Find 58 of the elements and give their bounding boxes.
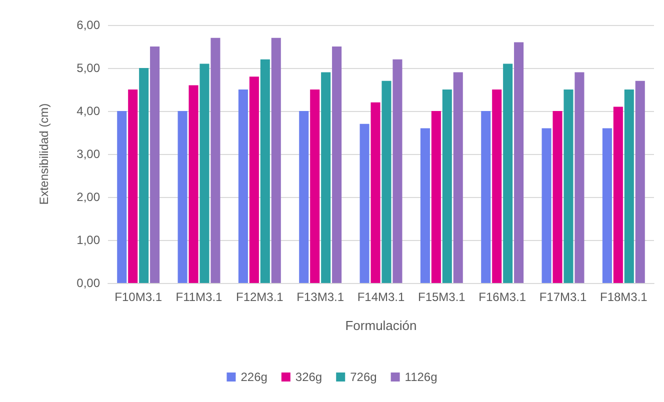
bar bbox=[310, 90, 320, 283]
bar bbox=[453, 72, 463, 283]
bar bbox=[210, 38, 220, 283]
bar bbox=[332, 46, 342, 283]
bar bbox=[481, 111, 491, 283]
x-tick-label: F13M3.1 bbox=[296, 290, 344, 304]
bar bbox=[128, 90, 138, 283]
legend-label: 1126g bbox=[404, 370, 438, 384]
bar bbox=[188, 85, 198, 283]
y-tick-label: 0,00 bbox=[76, 276, 100, 290]
x-tick-label: F14M3.1 bbox=[357, 290, 405, 304]
bar bbox=[200, 64, 210, 283]
x-tick-label: F11M3.1 bbox=[176, 290, 223, 304]
bar bbox=[382, 80, 392, 283]
bar bbox=[238, 90, 248, 283]
bar bbox=[249, 76, 259, 283]
y-tick-label: 4,00 bbox=[76, 104, 100, 118]
x-axis-title: Formulación bbox=[345, 318, 417, 333]
bar bbox=[260, 59, 270, 283]
bar bbox=[178, 111, 188, 283]
bar bbox=[542, 128, 552, 283]
bar bbox=[420, 128, 430, 283]
bar bbox=[442, 90, 452, 283]
y-tick-label: 3,00 bbox=[76, 147, 100, 161]
legend-label: 726g bbox=[350, 370, 377, 384]
bar bbox=[360, 124, 370, 283]
x-tick-label: F18M3.1 bbox=[600, 290, 648, 304]
bar bbox=[321, 72, 331, 283]
y-tick-label: 5,00 bbox=[76, 61, 100, 75]
bar bbox=[271, 38, 281, 283]
x-tick-label: F16M3.1 bbox=[478, 290, 526, 304]
bar bbox=[564, 90, 574, 283]
bar bbox=[574, 72, 584, 283]
y-tick-label: 2,00 bbox=[76, 190, 100, 204]
x-tick-label: F17M3.1 bbox=[539, 290, 587, 304]
bar bbox=[624, 90, 634, 283]
bar bbox=[492, 90, 502, 283]
y-tick-label: 6,00 bbox=[76, 18, 100, 32]
bar bbox=[602, 128, 612, 283]
y-tick-label: 1,00 bbox=[76, 233, 100, 247]
bar bbox=[117, 111, 127, 283]
bar bbox=[613, 106, 623, 283]
bar bbox=[139, 68, 149, 283]
bar bbox=[299, 111, 309, 283]
bar bbox=[503, 64, 513, 283]
bar bbox=[370, 102, 380, 283]
x-tick-label: F10M3.1 bbox=[114, 290, 162, 304]
bar bbox=[514, 42, 524, 283]
x-tick-label: F12M3.1 bbox=[236, 290, 284, 304]
bar bbox=[431, 111, 441, 283]
legend-label: 326g bbox=[295, 370, 322, 384]
x-tick-label: F15M3.1 bbox=[418, 290, 466, 304]
bar bbox=[552, 111, 562, 283]
bar bbox=[392, 59, 402, 283]
bar bbox=[150, 46, 160, 283]
legend-label: 226g bbox=[240, 370, 268, 384]
bar bbox=[635, 80, 645, 283]
y-axis-title: Extensibilidad (cm) bbox=[37, 103, 51, 205]
